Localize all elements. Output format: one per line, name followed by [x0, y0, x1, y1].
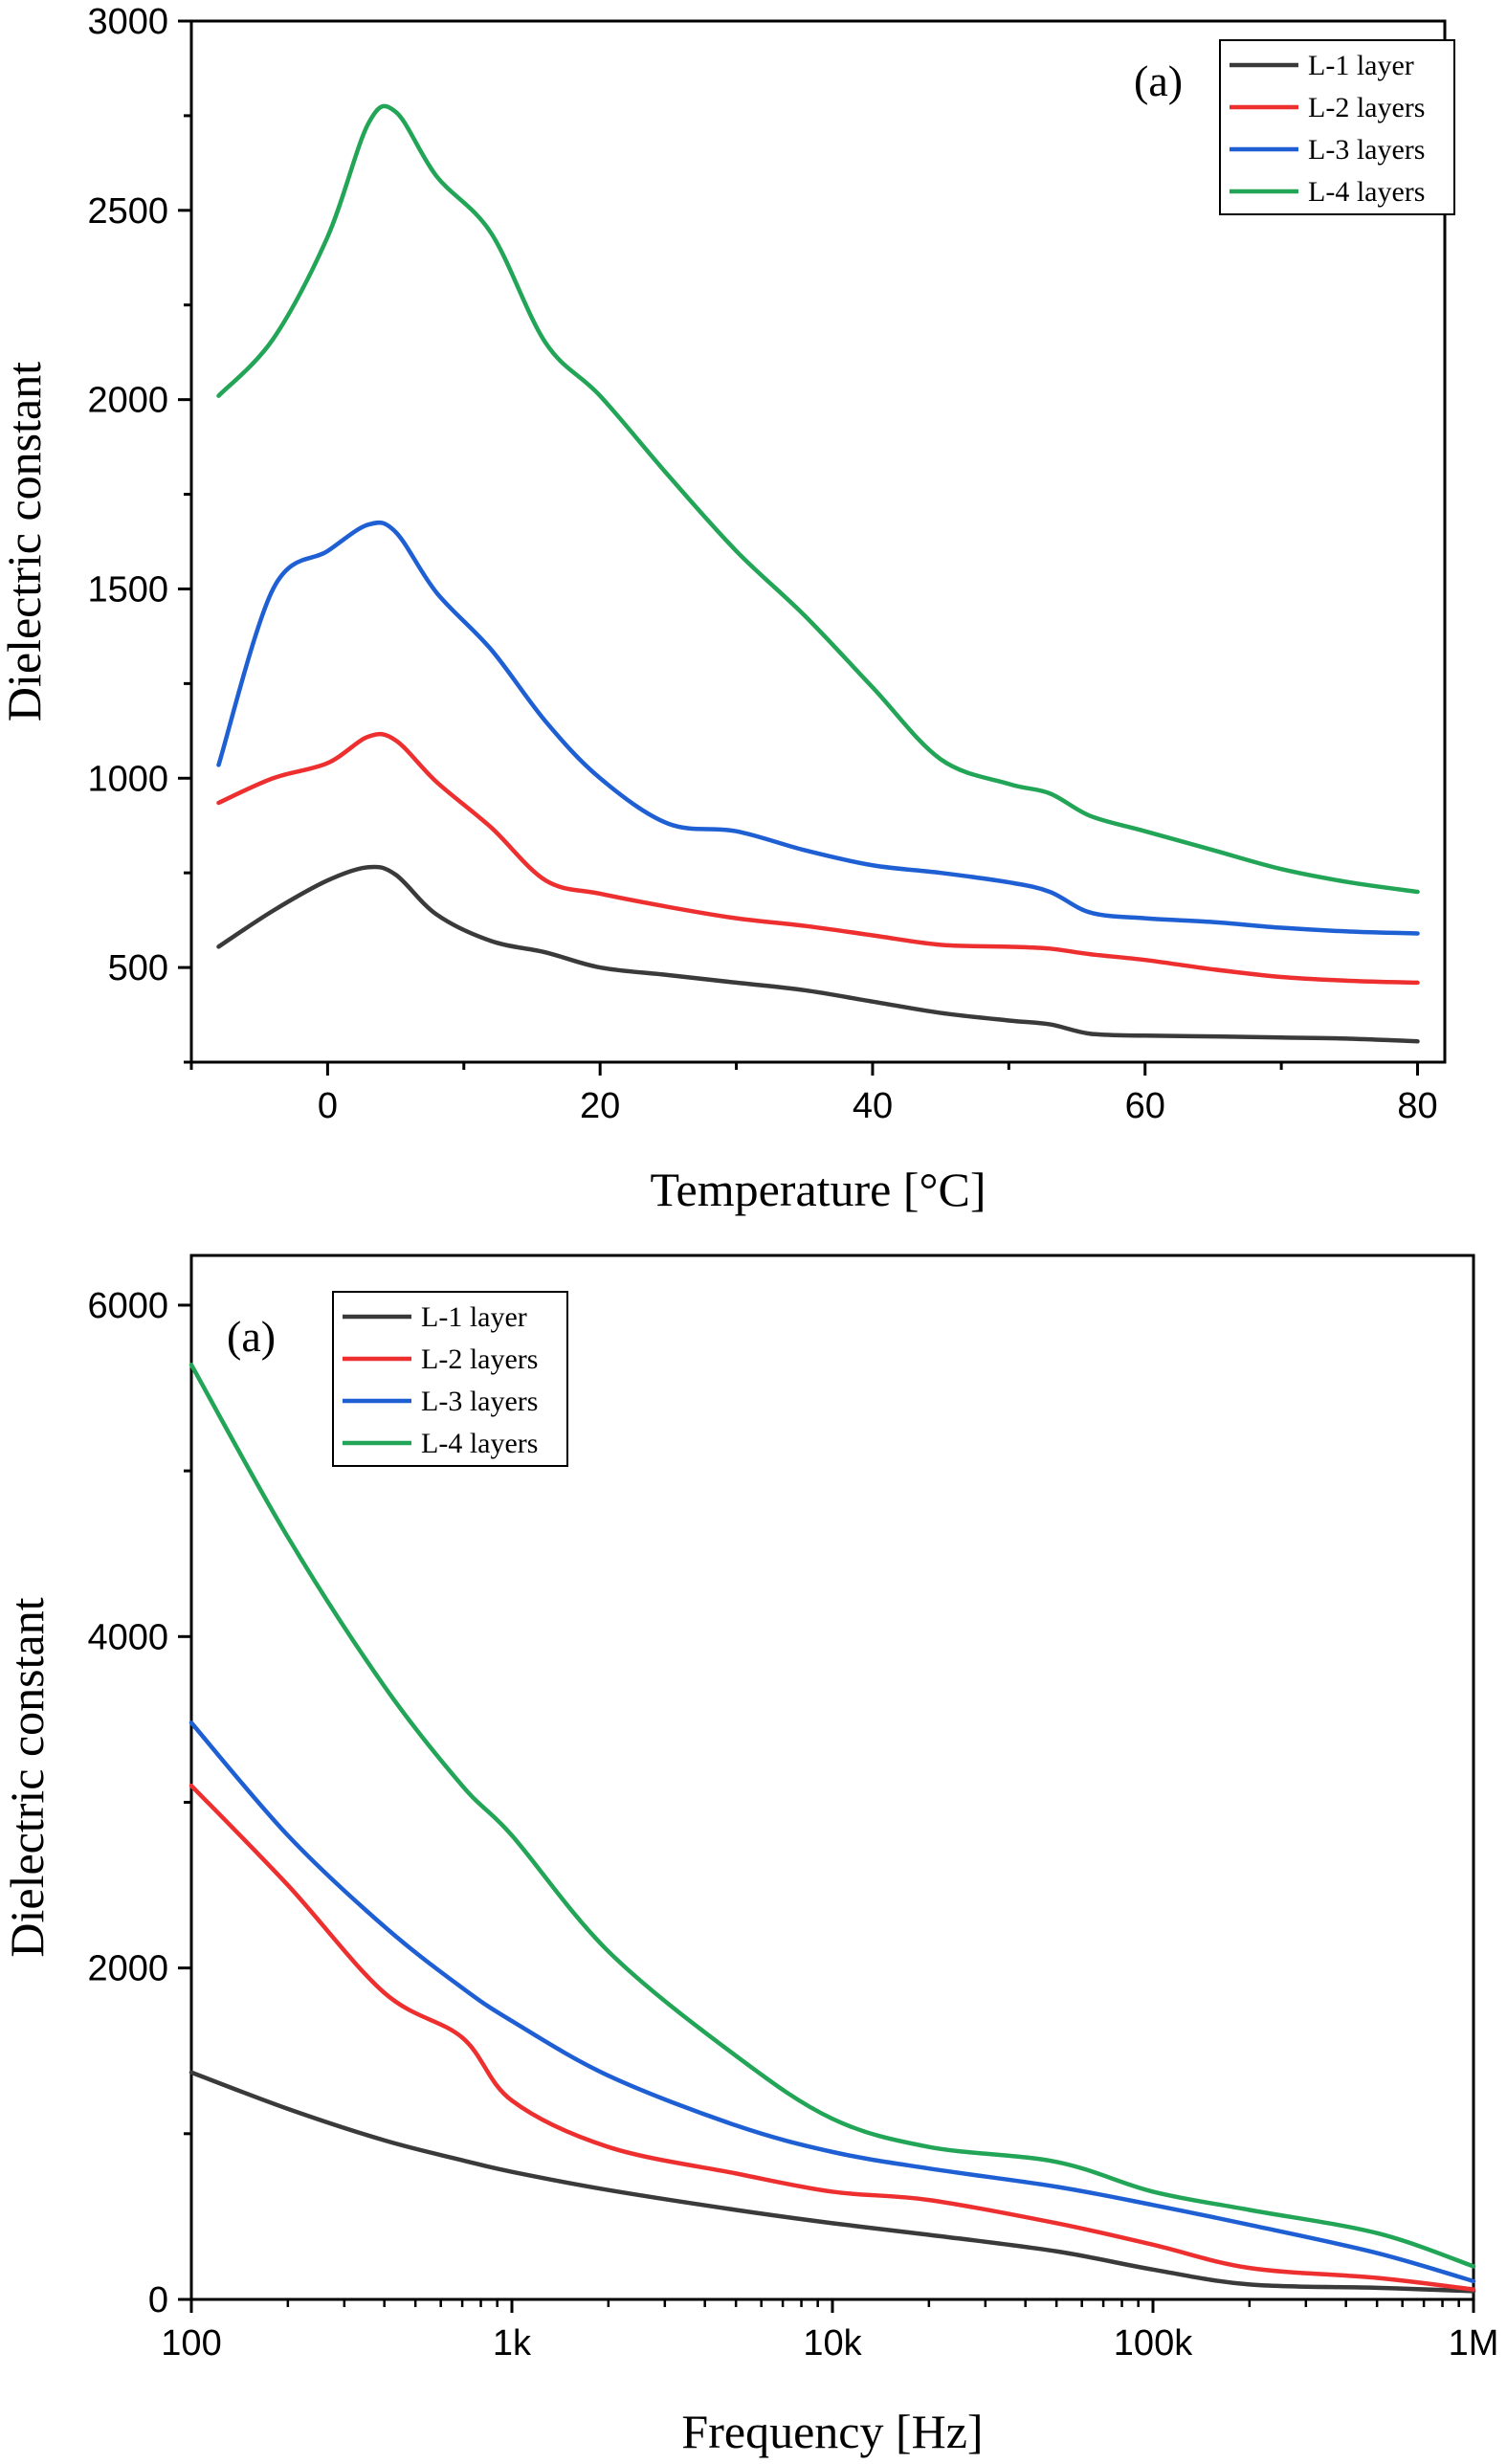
x-tick-label: 0: [318, 1086, 338, 1126]
chart-panel-1: 500 1000 1500 2000 2500 3000 0 20 40 60 80 Temperat…: [0, 2, 1455, 1216]
x-tick-label: 40: [853, 1086, 893, 1126]
legend: L-1 layer L-2 layers L-3 layers L-4 layers: [1219, 39, 1455, 215]
y-tick-label: 1500: [87, 569, 168, 610]
y-tick-label: 4000: [87, 1617, 168, 1657]
series-line-3: [216, 520, 1420, 936]
x-tick-label: 1k: [493, 2323, 532, 2364]
x-tick-label: 100: [161, 2323, 221, 2364]
x-axis-title: Temperature [°C]: [650, 1163, 986, 1216]
panel-label: (a): [227, 1312, 276, 1361]
legend-entry: L-3 layers: [421, 1386, 538, 1417]
legend-entry: L-4 layers: [421, 1428, 538, 1459]
x-axis-title: Frequency [Hz]: [681, 2405, 983, 2458]
y-axis-title: Dielectric constant: [0, 362, 51, 721]
y-tick-label: 2500: [87, 191, 168, 232]
x-tick-label: 60: [1125, 1086, 1165, 1126]
series-line-3: [188, 1720, 1476, 2284]
series-line-1: [216, 864, 1420, 1044]
legend-box: [332, 1291, 568, 1467]
y-axis-title: Dielectric constant: [0, 1597, 54, 1957]
legend-entry: L-2 layers: [1308, 92, 1425, 123]
chart-panel-2: 0 2000 4000 6000 100 1k 10k 100k 1M Frequency [Hz…: [0, 1254, 1499, 2458]
legend-entry: L-4 layers: [1308, 176, 1425, 208]
x-tick-label: 1M: [1449, 2323, 1499, 2364]
series-line-4: [188, 1363, 1476, 2269]
legend: L-1 layer L-2 layers L-3 layers L-4 layers: [332, 1291, 568, 1467]
y-tick-label: 3000: [87, 2, 168, 42]
x-tick-label: 80: [1397, 1086, 1437, 1126]
y-tick-label: 2000: [87, 1949, 168, 1989]
legend-entry: L-2 layers: [421, 1343, 538, 1375]
y-tick-label: 0: [148, 2280, 168, 2320]
x-tick-label: 100k: [1114, 2323, 1193, 2364]
series-line-1: [188, 2070, 1476, 2294]
legend-box: [1219, 39, 1455, 215]
series-line-4: [216, 103, 1420, 895]
panel-label: (a): [1134, 56, 1183, 105]
y-tick-label: 1000: [87, 759, 168, 799]
y-tick-label: 2000: [87, 381, 168, 421]
plot-frame: [189, 19, 1447, 1064]
y-tick-label: 6000: [87, 1286, 168, 1326]
y-tick-label: 500: [108, 948, 168, 988]
series-line-2: [216, 731, 1420, 986]
legend-entry: L-1 layer: [421, 1301, 527, 1333]
series-line-2: [188, 1783, 1476, 2292]
legend-entry: L-3 layers: [1308, 134, 1425, 166]
legend-entry: L-1 layer: [1308, 50, 1414, 81]
x-tick-label: 10k: [803, 2323, 862, 2364]
x-tick-label: 20: [580, 1086, 620, 1126]
